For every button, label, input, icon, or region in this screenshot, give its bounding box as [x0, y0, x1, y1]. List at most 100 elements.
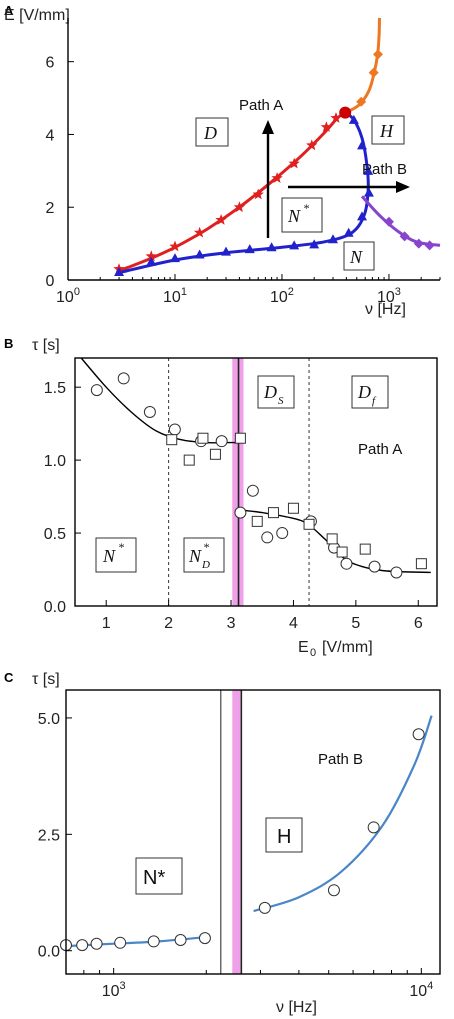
point-H-boundary: [373, 49, 384, 60]
point-low: [147, 935, 160, 948]
region-n-star-box-c: N*: [135, 857, 183, 895]
point-H-boundary: [368, 67, 379, 78]
point-high: [327, 884, 340, 897]
panel-c-frame: [65, 689, 441, 975]
point-D-boundary: [193, 226, 206, 238]
point-D-boundary: [288, 157, 300, 169]
path-b-arrowhead: [396, 181, 410, 193]
panel-label-a: A: [4, 3, 14, 18]
x-tick-label: 103: [102, 980, 126, 1000]
point-N-boundary: [348, 114, 359, 124]
panel-b-frame: [74, 357, 438, 607]
panel-c-transition-band: [232, 690, 241, 974]
point-high: [412, 728, 425, 741]
point-D-boundary: [145, 250, 157, 262]
panel-c-xlabel: ν [Hz]: [276, 999, 317, 1016]
y-tick-label: 6: [46, 55, 55, 72]
point-circles: [143, 405, 156, 418]
svg-text:H: H: [277, 826, 291, 848]
path-a-arrowhead: [262, 120, 274, 134]
svg-text:N: N: [188, 546, 202, 566]
point-N-boundary: [266, 242, 277, 252]
point-high: [258, 901, 271, 914]
region-h-box: H: [371, 115, 405, 145]
point-circles: [234, 506, 247, 519]
panel-a-ylabel: E [V/mm]: [4, 7, 70, 24]
point-D-boundary: [306, 139, 318, 151]
panel-label-b: B: [4, 336, 13, 351]
point-N-boundary: [357, 211, 368, 221]
point-circles: [246, 484, 259, 497]
x-tick-label: 3: [227, 615, 236, 632]
point-D-boundary: [271, 172, 283, 183]
point-low: [174, 934, 187, 947]
y-tick-label: 4: [46, 127, 55, 144]
panel-c: C τ [s] 103 104 0.0 2.5 5.0 ν [Hz] Path B N*…: [4, 670, 441, 1016]
point-squares: [287, 502, 299, 514]
point-high-freq: [383, 216, 394, 227]
point-N-boundary: [357, 140, 368, 150]
point-squares: [326, 533, 338, 545]
point-N-boundary: [363, 187, 374, 197]
point-low: [114, 936, 127, 949]
region-df-box: D f: [351, 375, 389, 409]
region-ds-box: D S: [257, 375, 295, 409]
x-tick-label: 102: [270, 286, 294, 306]
region-n-star-box-b: N *: [95, 537, 137, 573]
panel-b-path-a-label: Path A: [358, 441, 402, 458]
svg-text:E: E: [298, 639, 309, 656]
path-a-label: Path A: [239, 97, 283, 114]
svg-text:0: 0: [310, 647, 316, 659]
y-tick-label: 0.5: [44, 526, 66, 543]
point-H-boundary: [356, 96, 367, 107]
point-squares: [183, 454, 195, 466]
point-N-boundary: [309, 239, 320, 249]
panel-b-ylabel: τ [s]: [32, 337, 60, 354]
point-circles: [215, 435, 228, 448]
point-circles: [276, 527, 289, 540]
panel-a: A E [V/mm] 100 101 102 103 0 2 4 6 ν [Hz] Path …: [4, 3, 441, 318]
x-tick-label: 6: [414, 615, 423, 632]
point-N-boundary: [221, 246, 232, 256]
point-D-boundary: [169, 240, 181, 252]
point-D-boundary: [330, 112, 342, 123]
point-N-boundary: [328, 234, 339, 244]
panel-label-c: C: [4, 670, 14, 685]
point-circles: [368, 560, 381, 573]
triple-point: [339, 106, 352, 119]
y-tick-label: 1.0: [44, 453, 66, 470]
point-squares: [267, 507, 279, 519]
y-tick-label: 0.0: [38, 944, 60, 961]
x-tick-label: 104: [409, 980, 433, 1000]
point-low: [90, 937, 103, 950]
point-circles: [90, 384, 103, 397]
point-high-freq: [399, 231, 410, 242]
point-N-boundary: [343, 227, 354, 237]
x-tick-label: 100: [56, 286, 80, 306]
svg-text:f: f: [372, 395, 377, 407]
panel-c-path-b-label: Path B: [318, 751, 363, 768]
svg-text:N: N: [102, 546, 116, 566]
svg-text:N: N: [349, 247, 363, 267]
svg-text:H: H: [379, 121, 394, 141]
point-N-boundary: [289, 240, 300, 250]
svg-text:D: D: [201, 559, 210, 571]
point-N-boundary: [146, 256, 157, 266]
point-circles: [117, 372, 130, 385]
svg-text:*: *: [303, 201, 309, 215]
svg-text:*: *: [118, 540, 124, 554]
curve-N-boundary: [118, 111, 370, 275]
point-N-boundary: [169, 253, 180, 263]
region-h-box-c: H: [265, 817, 303, 853]
point-D-boundary: [252, 188, 264, 200]
y-tick-label: 1.5: [44, 380, 66, 397]
point-squares: [303, 518, 315, 530]
x-tick-label: 101: [163, 286, 187, 306]
point-N-boundary: [244, 244, 255, 254]
region-d-box: D: [195, 117, 229, 147]
point-circles: [340, 557, 353, 570]
fit-curve-high: [253, 715, 433, 913]
curve-high-freq: [360, 195, 441, 247]
y-tick-label: 2.5: [38, 827, 60, 844]
